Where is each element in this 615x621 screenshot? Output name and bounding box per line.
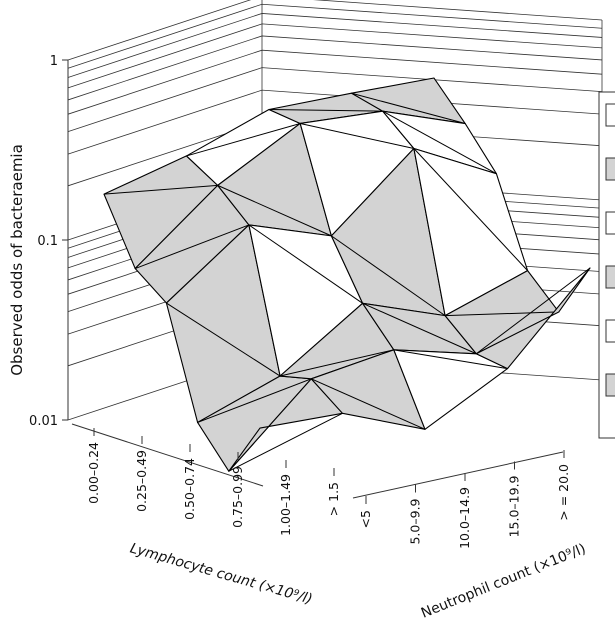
surface-diagonal [279, 349, 394, 377]
grid-line [67, 3, 603, 69]
surface-diagonal [351, 92, 466, 125]
z-tick-label: 0.01 [29, 414, 58, 429]
surface-diagonal [445, 311, 559, 317]
x-tick-label: 0.25–0.49 [134, 450, 149, 512]
surface-diagonal [311, 378, 426, 430]
surface-diagonal [331, 235, 446, 317]
surface-diagonal [166, 302, 281, 377]
x-tick-label: 0.50–0.74 [182, 458, 197, 520]
legend [598, 91, 615, 439]
x-tick-label: 0.00–0.24 [86, 442, 101, 504]
y-tick-label: > = 20.0 [556, 464, 571, 521]
surface-diagonal [103, 184, 218, 195]
legend-swatch [605, 319, 615, 343]
axes: 0.01 0.1 1 0.00–0.24 0.25–0.49 0.50–0.74 0.75–… [29, 54, 571, 549]
z-axis-label: Observed odds of bacteraemia [8, 144, 26, 376]
surface-diagonal [197, 378, 312, 423]
z-tick-label: 0.1 [37, 234, 58, 249]
legend-swatch [605, 103, 615, 127]
x-tick-label: 1.00–1.49 [278, 474, 293, 536]
z-tick-label: 1 [50, 54, 58, 69]
surface-diagonal [475, 267, 591, 355]
legend-swatch [605, 265, 615, 289]
y-tick-label: 10.0–14.9 [457, 487, 472, 549]
surface-diagonal [393, 349, 508, 370]
surface-diagonal [382, 110, 497, 175]
x-tick-label: > 1.5 [326, 482, 341, 516]
surface-diagonal [300, 122, 415, 150]
surface-diagonal [186, 122, 301, 157]
x-axis-line [71, 423, 264, 487]
x-axis-label: Lymphocyte count (×10⁹/l) [128, 540, 314, 607]
surface-diagonal [248, 224, 363, 304]
grid-line [67, 13, 603, 78]
y-tick-label: 5.0–9.9 [408, 498, 423, 544]
y-axis-line [352, 451, 564, 499]
grid-line [67, 35, 603, 101]
surface-diagonal [413, 148, 528, 271]
x-tick-label: 0.75–0.99 [230, 466, 245, 528]
surface-mesh [103, 77, 591, 472]
y-tick-label: 15.0–19.9 [507, 475, 522, 537]
legend-swatch [605, 373, 615, 397]
legend-swatch [605, 157, 615, 181]
surface-diagonal [135, 224, 250, 270]
surface-diagonal [362, 302, 477, 355]
surface-diagonal [228, 412, 343, 472]
surface-diagonal [268, 108, 383, 112]
legend-swatch [605, 211, 615, 235]
y-tick-label: <5 [358, 510, 373, 528]
surface-diagonal [217, 184, 332, 237]
y-axis-label: Neutrophil count (×10⁹/l) [419, 541, 588, 621]
grid-line [67, 0, 603, 61]
